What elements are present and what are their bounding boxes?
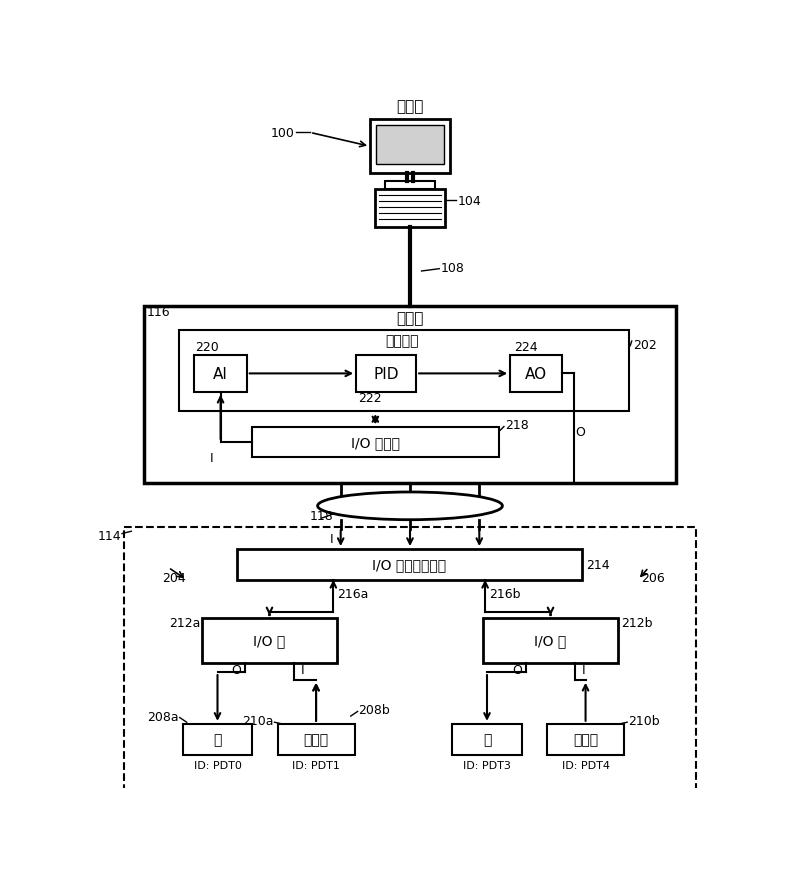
Bar xyxy=(202,618,337,664)
Bar xyxy=(237,549,582,580)
Bar xyxy=(386,182,434,190)
Text: 控制器: 控制器 xyxy=(396,311,424,326)
Bar xyxy=(123,528,697,793)
Text: 控制回路: 控制回路 xyxy=(386,334,419,348)
Text: ID: PDT0: ID: PDT0 xyxy=(194,759,242,770)
Bar xyxy=(144,307,676,483)
Text: 工作站: 工作站 xyxy=(396,99,424,114)
Bar xyxy=(452,724,522,755)
Text: 214: 214 xyxy=(586,558,610,571)
Text: I: I xyxy=(330,532,333,545)
Text: 210a: 210a xyxy=(242,714,274,727)
Text: 206: 206 xyxy=(641,571,665,584)
Text: I/O 卡: I/O 卡 xyxy=(534,633,566,648)
Text: ID: PDT3: ID: PDT3 xyxy=(463,759,511,770)
Bar xyxy=(370,120,450,174)
Text: 114: 114 xyxy=(98,529,122,542)
Text: 208b: 208b xyxy=(358,703,390,717)
Text: 216b: 216b xyxy=(489,587,521,601)
Bar xyxy=(547,724,624,755)
Bar xyxy=(375,190,445,228)
Text: 216a: 216a xyxy=(337,587,369,601)
Text: I: I xyxy=(210,451,213,464)
Text: I/O 卡: I/O 卡 xyxy=(254,633,286,648)
Text: AO: AO xyxy=(526,367,547,382)
Text: 212a: 212a xyxy=(169,617,201,630)
Text: 阀: 阀 xyxy=(214,733,222,746)
Bar xyxy=(252,428,498,457)
Text: I/O 调度器: I/O 调度器 xyxy=(351,435,400,449)
Text: 108: 108 xyxy=(441,261,465,275)
Text: 阀: 阀 xyxy=(483,733,491,746)
Text: I: I xyxy=(301,663,305,676)
Bar xyxy=(356,355,416,392)
Text: ID: PDT4: ID: PDT4 xyxy=(562,759,610,770)
Text: PID: PID xyxy=(374,367,399,382)
Text: 202: 202 xyxy=(634,338,657,351)
Text: 222: 222 xyxy=(358,392,382,404)
Text: O: O xyxy=(512,663,522,676)
Bar xyxy=(483,618,618,664)
Text: AI: AI xyxy=(213,367,228,382)
Text: 116: 116 xyxy=(146,306,170,319)
Text: I: I xyxy=(582,663,586,676)
Bar xyxy=(194,355,246,392)
Bar xyxy=(376,127,444,165)
Bar xyxy=(179,330,630,412)
Bar xyxy=(278,724,354,755)
Bar xyxy=(510,355,562,392)
Text: 220: 220 xyxy=(195,341,219,354)
Text: O: O xyxy=(231,663,241,676)
Text: 传感器: 传感器 xyxy=(573,733,598,746)
Bar xyxy=(183,724,252,755)
Text: 204: 204 xyxy=(162,571,186,584)
Text: 210b: 210b xyxy=(628,714,659,727)
Text: 224: 224 xyxy=(514,341,538,354)
Text: 218: 218 xyxy=(505,419,529,432)
Text: O: O xyxy=(575,425,585,439)
Text: 104: 104 xyxy=(458,194,482,207)
Text: 208a: 208a xyxy=(147,710,179,723)
Text: 100: 100 xyxy=(270,127,294,140)
Text: I/O 数据采集模块: I/O 数据采集模块 xyxy=(372,557,446,571)
Text: 212b: 212b xyxy=(621,617,653,630)
Text: ID: PDT1: ID: PDT1 xyxy=(292,759,340,770)
Text: 118: 118 xyxy=(310,509,333,522)
Ellipse shape xyxy=(318,493,502,520)
Text: 传感器: 传感器 xyxy=(303,733,329,746)
